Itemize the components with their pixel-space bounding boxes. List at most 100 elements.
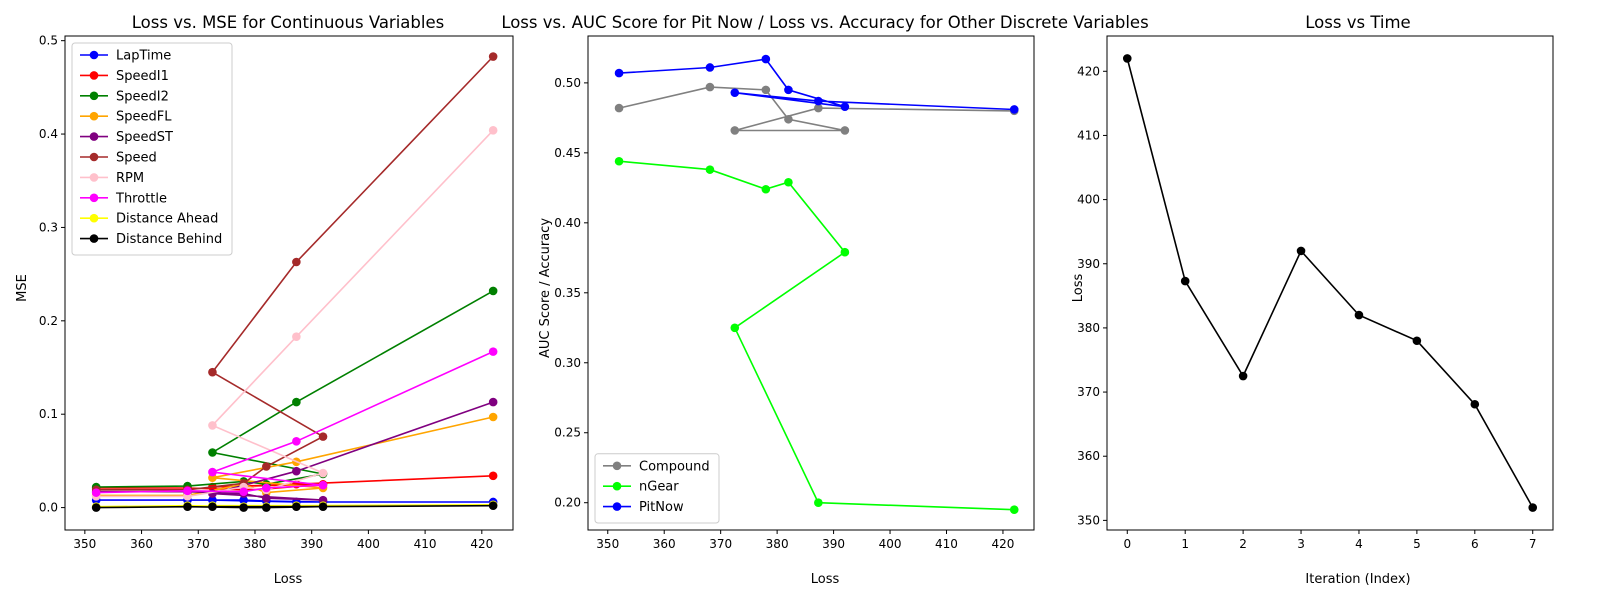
legend-swatch-marker [89,132,99,141]
legend: LapTime SpeedI1 SpeedI2 SpeedFL SpeedST Speed… [71,42,233,256]
chart-auc: Loss vs. AUC Score for Pit Now / Loss vs… [501,13,1148,587]
chart-loss-time: Loss vs Time Iteration (Index) Loss 0 1 2 3… [1071,13,1554,587]
data-point-pitnow [784,85,793,95]
legend-swatch-marker [89,71,99,80]
data-point-rpm [208,421,217,430]
chart-mse-ylabel: MSE [15,274,30,302]
legend: Compound nGear PitNow [594,453,720,524]
data-point-speedi2 [208,448,217,457]
data-point-pitnow [705,63,715,72]
data-point-distance-behind [91,503,101,512]
y-tick-label: 0.4 [39,127,58,141]
data-point-ngear [614,156,624,166]
data-point-loss [1354,310,1364,320]
data-point-rpm [488,126,498,135]
data-point-loss [1528,503,1538,512]
legend-swatch-marker [89,193,99,203]
legend-label: PitNow [639,500,684,515]
legend-label: LapTime [116,49,171,64]
chart-loss-time-title: Loss vs Time [1305,13,1410,32]
data-point-throttle [292,436,301,446]
y-tick-label: 380 [1077,321,1100,335]
x-tick-label: 400 [879,537,902,551]
data-point-distance-behind [183,502,192,511]
series-line-speed [96,55,494,491]
data-point-speed [488,52,498,61]
legend-swatch-marker [612,481,622,491]
data-point-speedfl [488,412,498,422]
data-point-compound [814,103,823,113]
x-tick-label: 390 [822,537,845,551]
data-point-distance-behind [318,502,328,511]
legend-swatch-marker [89,152,99,162]
chart-mse: Loss vs. MSE for Continuous Variables Lo… [15,13,514,587]
data-point-throttle [488,347,498,356]
legend-box [594,453,720,524]
data-point-compound [705,82,715,92]
legend-label: Distance Ahead [116,212,218,227]
series-line-compound [618,86,1015,132]
x-tick-label: 370 [187,537,210,551]
x-tick-label: 360 [130,537,153,551]
y-tick-label: 0.35 [554,286,581,300]
data-point-loss [1122,54,1132,63]
x-tick-label: 400 [357,537,380,551]
data-point-compound [614,103,624,113]
y-tick-label: 0.30 [554,356,581,370]
y-tick-label: 350 [1077,513,1100,527]
x-tick-label: 370 [709,537,732,551]
x-tick-label: 5 [1413,537,1421,551]
data-point-speed [318,432,328,441]
data-point-ngear [840,247,850,257]
data-point-pitnow [814,96,823,106]
legend-label: SpeedST [116,130,173,145]
legend-swatch-marker [89,213,99,223]
data-point-throttle [239,487,248,497]
data-point-loss [1180,276,1190,286]
x-tick-label: 3 [1297,537,1305,551]
legend-label: RPM [116,171,144,186]
chart-mse-title: Loss vs. MSE for Continuous Variables [132,13,444,32]
plot-frame [587,35,1035,531]
x-tick-label: 380 [244,537,267,551]
data-point-compound [784,114,793,124]
x-tick-label: 420 [470,537,493,551]
data-point-rpm [292,332,301,341]
chart-auc-ylabel: AUC Score / Accuracy [538,218,553,358]
data-point-compound [840,126,850,135]
series-line-speedst [96,401,494,501]
data-point-speed [262,462,271,471]
data-point-speed [292,257,301,267]
data-point-ngear [761,184,771,194]
legend-label: Compound [639,459,710,474]
data-point-distance-behind [208,502,217,511]
y-tick-label: 0.25 [554,426,581,440]
y-tick-label: 0.40 [554,216,581,230]
x-tick-label: 4 [1355,537,1363,551]
data-point-distance-behind [239,503,248,512]
legend-swatch-marker [89,50,99,60]
legend-swatch-marker [612,502,622,511]
legend-label: Throttle [115,191,167,206]
data-point-loss [1412,336,1422,346]
data-point-throttle [208,467,217,477]
x-tick-label: 0 [1123,537,1131,551]
legend-swatch-marker [89,173,99,182]
data-point-distance-behind [488,501,498,511]
y-tick-label: 0.20 [554,496,581,510]
chart-mse-xlabel: Loss [274,572,303,587]
data-point-throttle [91,488,101,497]
data-point-speedst [292,466,301,476]
legend-label: nGear [639,480,679,495]
x-tick-label: 2 [1239,537,1247,551]
legend-swatch-marker [612,461,622,471]
y-tick-label: 400 [1077,193,1100,207]
data-point-pitnow [614,68,624,78]
y-tick-label: 420 [1077,64,1100,78]
data-point-throttle [262,483,271,493]
x-tick-label: 360 [653,537,676,551]
data-point-loss [1470,399,1480,409]
plot-frame [1106,35,1554,531]
data-point-ngear [705,165,715,174]
